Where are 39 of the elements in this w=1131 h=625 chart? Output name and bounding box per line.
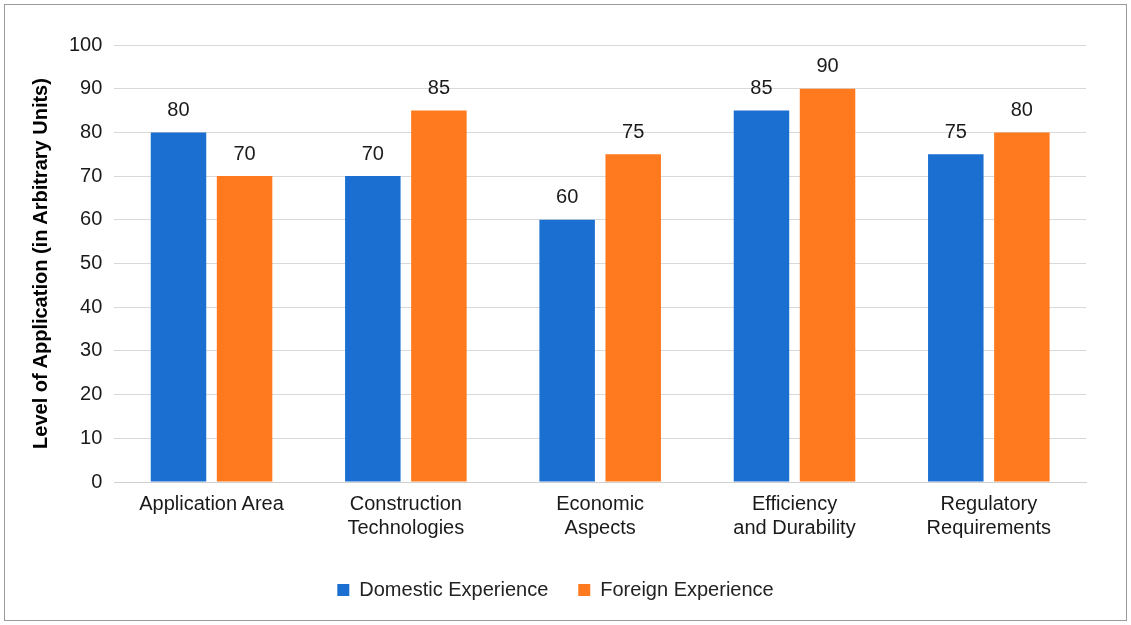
bar	[733, 110, 790, 482]
y-tick-label: 40	[80, 294, 103, 317]
x-tick-label: Economic Aspects	[556, 491, 645, 538]
y-tick-label: 70	[80, 163, 103, 186]
x-tick-label: Application Area	[139, 491, 285, 514]
x-tick-label: Construction Technologies	[347, 491, 465, 538]
data-label: 80	[1010, 97, 1033, 120]
data-label: 85	[750, 76, 773, 99]
x-tick-label: Efficiency and Durability	[733, 491, 856, 538]
bar	[411, 110, 467, 482]
y-axis-title: Level of Application (in Arbitrary Units)	[28, 78, 51, 449]
x-tick-label: Regulatory Requirements	[926, 491, 1052, 538]
bar	[994, 132, 1050, 482]
y-tick-label: 50	[80, 251, 103, 274]
bar	[539, 219, 595, 482]
data-label: 75	[622, 119, 645, 142]
legend-label: Foreign Experience	[600, 577, 774, 600]
y-tick-label: 100	[68, 32, 103, 55]
bar	[799, 88, 856, 482]
y-tick-label: 0	[91, 469, 103, 492]
data-label: 70	[361, 141, 384, 164]
data-label: 75	[944, 119, 967, 142]
bar	[345, 176, 401, 482]
legend-label: Domestic Experience	[359, 577, 549, 600]
bar	[216, 176, 273, 482]
data-label: 70	[233, 141, 256, 164]
bar	[928, 154, 984, 482]
y-tick-label: 10	[80, 425, 103, 448]
data-label: 80	[167, 97, 190, 120]
y-tick-label: 80	[80, 119, 103, 142]
y-tick-label: 60	[80, 207, 103, 230]
data-label: 60	[556, 185, 579, 208]
bar	[605, 154, 661, 482]
data-label: 85	[427, 76, 451, 99]
y-tick-label: 90	[80, 76, 103, 99]
bar	[150, 132, 207, 482]
data-label: 90	[816, 54, 839, 77]
y-tick-label: 30	[80, 338, 103, 361]
y-tick-label: 20	[80, 382, 103, 405]
